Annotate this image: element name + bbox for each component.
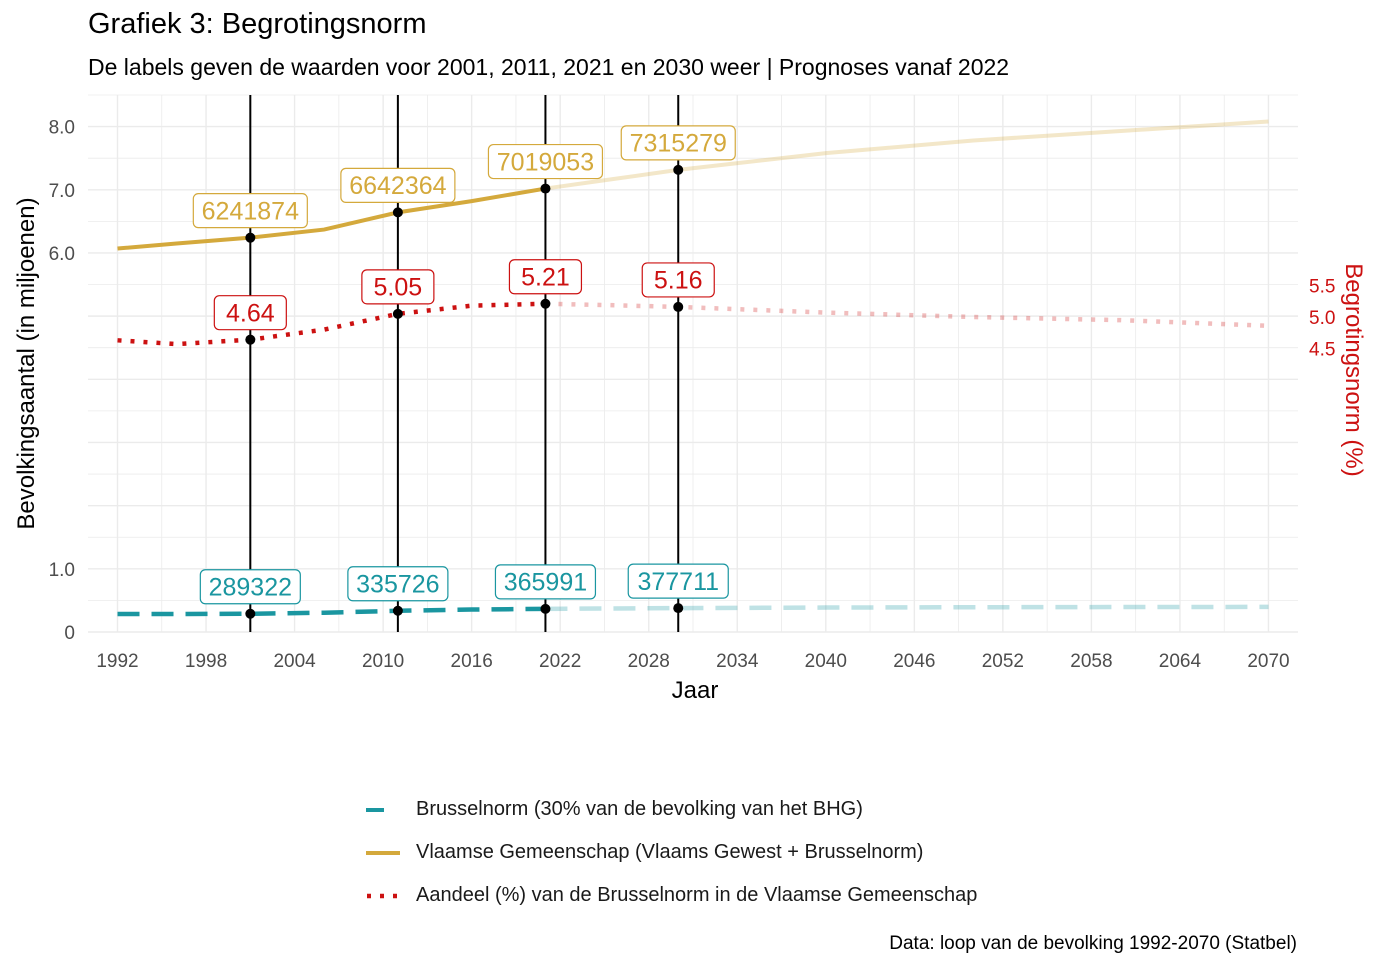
data-label: 5.05 (374, 274, 423, 302)
data-point (245, 232, 256, 243)
data-point (392, 308, 403, 319)
y-axis: 0 1.0 6.0 7.0 8.0 Bevolkingsaantal (in miljoe… (13, 118, 75, 644)
data-point (392, 605, 403, 616)
series-vlaams-projection (545, 119, 1269, 191)
y-tick-label: 8.0 (49, 118, 75, 139)
series-vlaams-historical (117, 186, 546, 251)
x-tick-label: 2016 (451, 651, 493, 672)
data-label-box (487, 143, 604, 180)
data-label: 7315279 (630, 130, 727, 158)
data-label-box (213, 295, 287, 331)
data-label-box (192, 193, 308, 229)
data-label: 6642364 (349, 172, 446, 200)
data-label: 335726 (356, 571, 439, 599)
x-tick-label: 2058 (1070, 651, 1112, 672)
y2-tick-label: 4.5 (1309, 340, 1335, 361)
y2-axis: 4.5 5.0 5.5 Begrotingsnorm (%) (1309, 263, 1367, 476)
y2-tick-label: 5.5 (1309, 277, 1335, 298)
data-label-box (347, 566, 449, 602)
data-labels: 6241874 6642364 7019053 7315279 4.64 5.05 5.21… (192, 125, 736, 619)
x-tick-label: 2004 (273, 651, 316, 672)
y2-tick-label: 5.0 (1309, 308, 1335, 329)
series-lines (117, 119, 1269, 617)
legend-label-brussel: Brusselnorm (30% van de bevolking van he… (416, 798, 863, 820)
data-point (540, 603, 551, 614)
plot-area: 1992 1998 2004 2010 2016 2022 2028 2034 2040 2046… (13, 94, 1367, 704)
data-point (673, 603, 684, 614)
data-label: 5.21 (521, 264, 570, 292)
legend-key-brussel (366, 807, 384, 812)
data-point (673, 164, 684, 175)
highlight-lines (249, 95, 680, 632)
legend-label-vlaams: Vlaamse Gemeenschap (Vlaams Gewest + Bru… (416, 841, 924, 863)
x-tick-label: 2064 (1159, 651, 1202, 672)
legend-label-aandeel: Aandeel (%) van de Brusselnorm in de Vla… (416, 884, 978, 906)
data-label: 7019053 (497, 148, 594, 176)
y2-axis-title: Begrotingsnorm (%) (1340, 263, 1367, 476)
series-aandeel-projection (545, 301, 1269, 329)
x-tick-label: 2010 (362, 651, 404, 672)
data-label-box (627, 563, 729, 599)
data-label-box (641, 262, 715, 298)
data-point (540, 298, 551, 309)
x-tick-label: 2034 (716, 651, 759, 672)
legend-item-vlaams: Vlaamse Gemeenschap (Vlaams Gewest + Bru… (362, 831, 977, 874)
data-label: 4.64 (226, 299, 275, 327)
legend-key-vlaams (366, 850, 400, 855)
y-tick-label: 0 (64, 623, 75, 644)
chart-caption: Data: loop van de bevolking 1992-2070 (S… (889, 933, 1297, 954)
data-label: 5.16 (654, 267, 703, 295)
data-label: 377711 (637, 568, 719, 596)
legend-item-aandeel: Aandeel (%) van de Brusselnorm in de Vla… (362, 874, 977, 917)
data-point (245, 608, 256, 619)
chart-subtitle: De labels geven de waarden voor 2001, 20… (88, 54, 1010, 80)
data-point (392, 207, 403, 218)
legend-item-brussel: Brusselnorm (30% van de bevolking van he… (362, 788, 977, 831)
data-label-box (508, 259, 583, 295)
x-tick-label: 2046 (893, 651, 935, 672)
data-point (540, 183, 551, 194)
series-brussel-projection (545, 604, 1269, 612)
y-axis-title: Bevolkingsaantal (in miljoenen) (13, 197, 40, 529)
chart-title: Grafiek 3: Begrotingsnorm (88, 8, 427, 40)
x-tick-label: 2040 (805, 651, 847, 672)
data-label: 289322 (209, 573, 292, 601)
series-brussel-historical (117, 606, 546, 617)
data-label-box (361, 269, 435, 305)
data-label: 365991 (504, 569, 587, 597)
x-tick-label: 1998 (185, 651, 227, 672)
y-tick-label: 6.0 (49, 244, 75, 265)
data-label-box (494, 564, 597, 600)
grid-lines (88, 94, 1298, 633)
x-tick-label: 2028 (628, 651, 670, 672)
y-tick-label: 7.0 (49, 181, 75, 202)
legend-key-aandeel (367, 893, 400, 898)
data-label: 6241874 (202, 197, 299, 225)
data-label-box (620, 125, 736, 161)
y-tick-label: 1.0 (49, 560, 75, 581)
x-axis: 1992 1998 2004 2010 2016 2022 2028 2034 2040 2046… (96, 651, 1289, 704)
legend: Brusselnorm (30% van de bevolking van he… (362, 788, 977, 917)
x-axis-title: Jaar (672, 677, 719, 704)
x-tick-label: 2052 (982, 651, 1024, 672)
data-label-box (199, 569, 301, 605)
data-point (245, 334, 256, 345)
x-tick-label: 1992 (96, 651, 138, 672)
series-aandeel-historical (117, 301, 546, 347)
data-label-box (340, 167, 456, 203)
data-point (673, 301, 684, 312)
x-tick-label: 2022 (539, 651, 581, 672)
x-tick-label: 2070 (1247, 651, 1289, 672)
